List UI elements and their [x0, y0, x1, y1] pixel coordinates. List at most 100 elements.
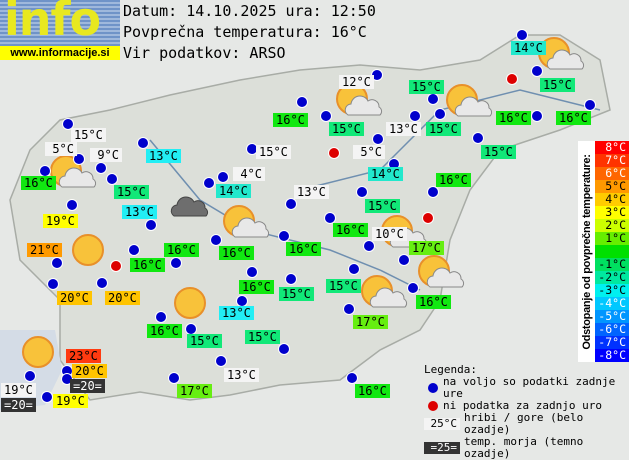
station-available-dot[interactable] [74, 154, 84, 164]
station-available-dot[interactable] [171, 258, 181, 268]
info-logo[interactable]: info www.informacije.si [0, 0, 120, 60]
station-available-dot[interactable] [146, 220, 156, 230]
station-available-dot[interactable] [532, 66, 542, 76]
station-available-dot[interactable] [408, 283, 418, 293]
station-missing-dot[interactable] [329, 148, 339, 158]
scale-step: -8°C [595, 349, 629, 362]
station-available-dot[interactable] [279, 344, 289, 354]
station-available-dot[interactable] [186, 324, 196, 334]
station-temperature: 16°C [273, 113, 308, 127]
station-available-dot[interactable] [357, 187, 367, 197]
station-available-dot[interactable] [97, 278, 107, 288]
station-available-dot[interactable] [40, 166, 50, 176]
scale-step: 4°C [595, 193, 629, 206]
legend-title: Legenda: [424, 363, 477, 376]
scale-step: 8°C [595, 141, 629, 154]
station-available-dot[interactable] [321, 111, 331, 121]
station-available-dot[interactable] [344, 304, 354, 314]
station-temperature: 16°C [416, 295, 451, 309]
station-available-dot[interactable] [52, 258, 62, 268]
station-missing-dot[interactable] [111, 261, 121, 271]
station-available-dot[interactable] [169, 373, 179, 383]
sun-cloud-icon [50, 155, 97, 188]
data-source: Vir podatkov: ARSO [123, 44, 286, 62]
station-available-dot[interactable] [435, 109, 445, 119]
station-temperature: =20= [1, 398, 36, 412]
station-available-dot[interactable] [129, 245, 139, 255]
station-temperature: 16°C [333, 223, 368, 237]
station-available-dot[interactable] [63, 119, 73, 129]
station-available-dot[interactable] [62, 374, 72, 384]
legend-sea: =25= temp. morja (temno ozadje) [424, 436, 629, 460]
station-available-dot[interactable] [410, 111, 420, 121]
station-missing-dot[interactable] [507, 74, 517, 84]
station-temperature: 17°C [353, 315, 388, 329]
station-missing-dot[interactable] [423, 213, 433, 223]
station-temperature: 16°C [164, 243, 199, 257]
station-available-dot[interactable] [349, 264, 359, 274]
station-temperature: 16°C [556, 111, 591, 125]
station-available-dot[interactable] [347, 373, 357, 383]
station-available-dot[interactable] [372, 70, 382, 80]
station-available-dot[interactable] [279, 231, 289, 241]
station-available-dot[interactable] [364, 241, 374, 251]
station-temperature: 20°C [105, 291, 140, 305]
station-temperature: 15°C [187, 334, 222, 348]
station-temperature: 23°C [66, 349, 101, 363]
station-temperature: 20°C [57, 291, 92, 305]
station-available-dot[interactable] [585, 100, 595, 110]
station-available-dot[interactable] [48, 279, 58, 289]
station-available-dot[interactable] [389, 159, 399, 169]
legend-missing-text: ni podatka za zadnjo uro [443, 399, 602, 412]
station-available-dot[interactable] [138, 138, 148, 148]
station-available-dot[interactable] [428, 187, 438, 197]
scale-step: -3°C [595, 284, 629, 297]
station-available-dot[interactable] [96, 163, 106, 173]
scale-title: Odstopanje od povprečne temperature: [578, 141, 595, 362]
sun-cloud-icon [223, 205, 270, 238]
station-temperature: 15°C [279, 287, 314, 301]
station-available-dot[interactable] [473, 133, 483, 143]
station-temperature: 16°C [286, 242, 321, 256]
station-available-dot[interactable] [286, 274, 296, 284]
legend-available: na voljo so podatki zadnje ure [424, 376, 629, 400]
station-available-dot[interactable] [107, 174, 117, 184]
station-available-dot[interactable] [247, 267, 257, 277]
scale-step: 3°C [595, 206, 629, 219]
station-available-dot[interactable] [237, 296, 247, 306]
station-available-dot[interactable] [532, 111, 542, 121]
station-temperature: 17°C [177, 384, 212, 398]
station-temperature: 15°C [481, 145, 516, 159]
station-available-dot[interactable] [204, 178, 214, 188]
station-temperature: 14°C [368, 167, 403, 181]
station-available-dot[interactable] [156, 312, 166, 322]
station-available-dot[interactable] [247, 144, 257, 154]
station-available-dot[interactable] [325, 213, 335, 223]
station-available-dot[interactable] [67, 200, 77, 210]
station-temperature: 13°C [224, 368, 259, 382]
station-available-dot[interactable] [517, 30, 527, 40]
station-temperature: 15°C [365, 199, 400, 213]
station-available-dot[interactable] [399, 255, 409, 265]
station-available-dot[interactable] [216, 356, 226, 366]
station-temperature: 16°C [147, 324, 182, 338]
station-temperature: 13°C [294, 185, 329, 199]
logo-text: info [4, 0, 101, 46]
station-available-dot[interactable] [286, 199, 296, 209]
station-available-dot[interactable] [211, 235, 221, 245]
station-temperature: 15°C [71, 128, 106, 142]
station-available-dot[interactable] [297, 97, 307, 107]
station-available-dot[interactable] [373, 134, 383, 144]
station-temperature: 15°C [326, 279, 361, 293]
station-temperature: 16°C [130, 258, 165, 272]
station-available-dot[interactable] [428, 94, 438, 104]
site-link[interactable]: www.informacije.si [0, 46, 120, 60]
station-available-dot[interactable] [218, 172, 228, 182]
scale-step: 7°C [595, 154, 629, 167]
station-temperature: 13°C [146, 149, 181, 163]
station-available-dot[interactable] [25, 371, 35, 381]
station-available-dot[interactable] [42, 392, 52, 402]
station-available-dot[interactable] [62, 366, 72, 376]
station-temperature: 15°C [114, 185, 149, 199]
station-temperature: 19°C [43, 214, 78, 228]
